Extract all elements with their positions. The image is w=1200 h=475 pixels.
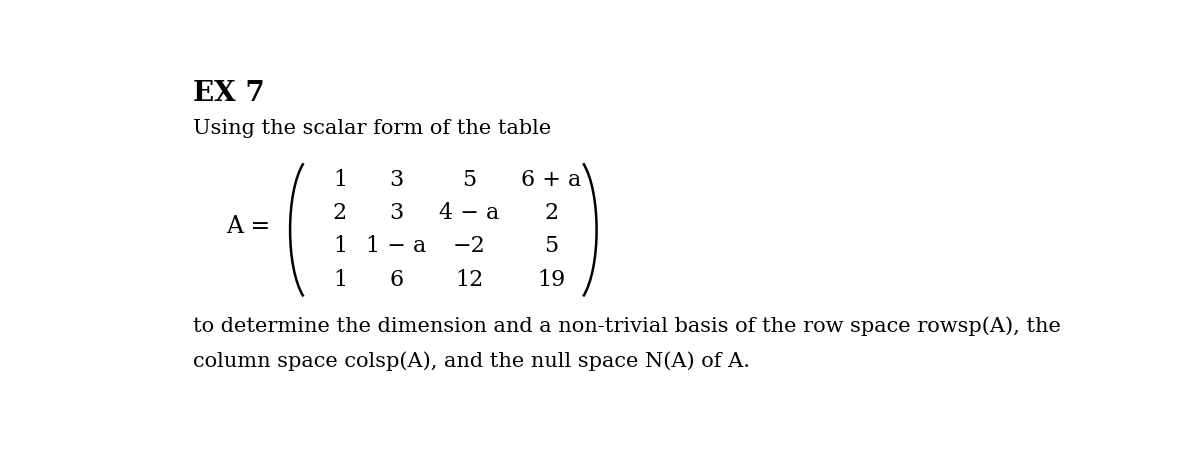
Text: EX 7: EX 7 [193, 80, 264, 107]
Text: A =: A = [226, 215, 270, 238]
Text: 12: 12 [455, 268, 484, 291]
Text: 2: 2 [545, 202, 558, 224]
Text: 4 − a: 4 − a [439, 202, 499, 224]
Text: 5: 5 [545, 236, 558, 257]
Text: to determine the dimension and a non-trivial basis of the row space rowsp(A), th: to determine the dimension and a non-tri… [193, 316, 1061, 336]
Text: 3: 3 [389, 169, 403, 191]
Text: 5: 5 [462, 169, 476, 191]
Text: 2: 2 [332, 202, 347, 224]
Text: 1: 1 [332, 268, 347, 291]
Text: 1 − a: 1 − a [366, 236, 426, 257]
Text: 3: 3 [389, 202, 403, 224]
Text: 1: 1 [332, 236, 347, 257]
Text: 6: 6 [389, 268, 403, 291]
Text: 19: 19 [538, 268, 565, 291]
Text: 6 + a: 6 + a [521, 169, 582, 191]
Text: column space colsp(A), and the null space N(A) of A.: column space colsp(A), and the null spac… [193, 351, 750, 371]
Text: 1: 1 [332, 169, 347, 191]
Text: Using the scalar form of the table: Using the scalar form of the table [193, 119, 551, 138]
Text: −2: −2 [452, 236, 486, 257]
